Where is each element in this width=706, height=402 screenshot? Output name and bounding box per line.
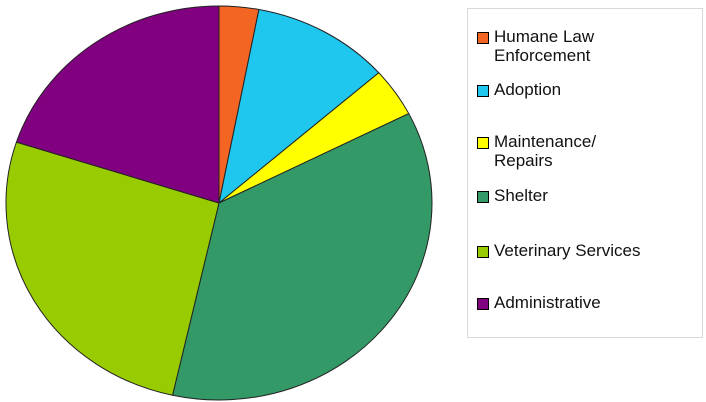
legend-label: Veterinary Services — [494, 241, 641, 260]
legend-item-adoption: Adoption — [477, 80, 561, 99]
legend-label: Shelter — [494, 186, 548, 205]
legend-swatch — [477, 85, 489, 97]
legend-swatch — [477, 191, 489, 203]
pie-slice-3 — [172, 113, 433, 401]
legend-item-shelter: Shelter — [477, 186, 548, 205]
legend-swatch — [477, 298, 489, 310]
pie-slice-1 — [218, 8, 380, 204]
legend-item-maintenance-repairs: Maintenance/ Repairs — [477, 132, 596, 170]
legend-item-veterinary-services: Veterinary Services — [477, 241, 640, 260]
legend-swatch — [477, 246, 489, 258]
pie-slice-5 — [15, 5, 220, 204]
legend-label: Maintenance/ Repairs — [494, 132, 597, 170]
legend-item-administrative: Administrative — [477, 293, 601, 312]
legend-label: Administrative — [494, 293, 601, 312]
legend-item-humane-law-enforcement: Humane Law Enforcement — [477, 27, 594, 65]
pie-slice-4 — [5, 141, 220, 396]
pie-slices — [5, 5, 433, 401]
legend-label: Adoption — [494, 80, 562, 99]
legend: Humane Law Enforcement Adoption Maintena… — [467, 8, 703, 338]
legend-label: Humane Law Enforcement — [494, 27, 595, 65]
legend-swatch — [477, 32, 489, 44]
legend-swatch — [477, 137, 489, 149]
